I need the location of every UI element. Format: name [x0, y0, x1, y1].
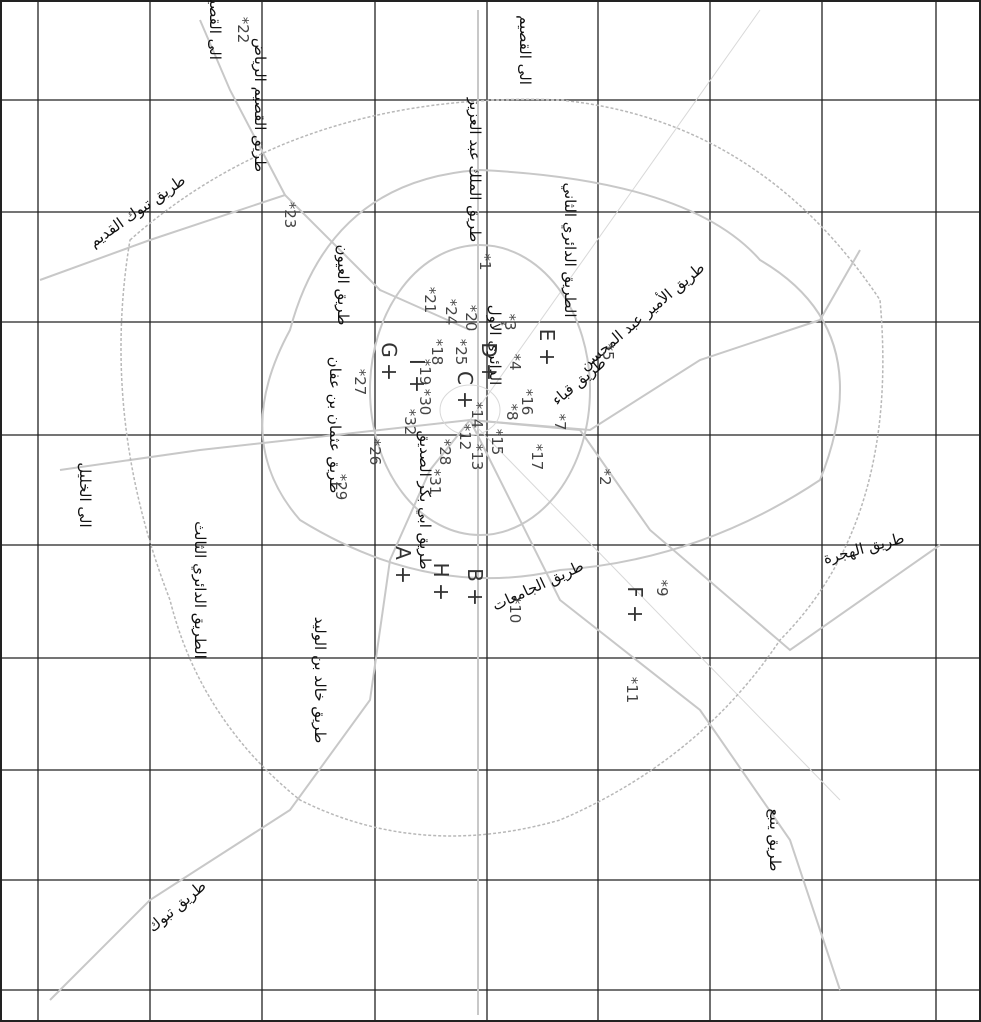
- point-label: *1: [476, 253, 494, 270]
- point-label: *4: [506, 353, 524, 370]
- road-label: طريق ابي بكر الصديق: [415, 430, 434, 569]
- point-label: *27: [351, 369, 369, 396]
- point-label: *3: [501, 313, 519, 330]
- point-label: *17: [528, 444, 546, 471]
- marker-label: I: [405, 359, 429, 365]
- marker-plus: +: [390, 566, 415, 584]
- road-label: طريق العيون: [334, 245, 352, 326]
- point-label: *13: [468, 444, 486, 471]
- road-label: طريق ينبع: [766, 809, 784, 872]
- point-label: *11: [623, 677, 641, 704]
- background: [0, 0, 981, 1022]
- road-label: طريق القصيم الرياض: [251, 38, 269, 172]
- point-label: *23: [281, 202, 299, 229]
- marker-label: C: [453, 371, 477, 385]
- marker-label: G: [377, 342, 401, 358]
- point-label: *5: [599, 343, 617, 360]
- map: الى القصيمطريق القصيم الرياضطريق تبوك ال…: [0, 0, 981, 1022]
- marker-plus: +: [462, 588, 487, 606]
- road-label: الى القصيم: [516, 15, 534, 85]
- road-label: الى القصيم: [206, 0, 224, 60]
- marker-plus: +: [404, 375, 429, 393]
- marker-plus: +: [534, 348, 559, 366]
- point-label: *21: [421, 287, 439, 314]
- marker-plus: +: [452, 391, 477, 409]
- road-label: الطريق الدائري الثاني: [560, 182, 579, 317]
- marker-label: B: [463, 568, 487, 582]
- point-label: *2: [596, 468, 614, 485]
- point-label: *25: [452, 339, 470, 366]
- marker-plus: +: [376, 363, 401, 381]
- point-label: *22: [234, 17, 252, 44]
- point-label: *9: [653, 579, 671, 596]
- marker-plus: +: [476, 363, 501, 381]
- point-label: *24: [442, 299, 460, 326]
- point-label: *28: [436, 439, 454, 466]
- road-label: الطريق الدائري الثالث: [190, 521, 209, 659]
- point-label: *10: [506, 597, 524, 624]
- road-label: الى الخليل: [76, 462, 94, 527]
- point-label: *15: [488, 429, 506, 456]
- marker-label: H: [429, 562, 453, 577]
- marker-label: A: [391, 546, 415, 560]
- point-label: *7: [551, 413, 569, 430]
- point-label: *20: [462, 305, 480, 332]
- point-label: *31: [426, 469, 444, 496]
- point-label: *29: [332, 474, 350, 501]
- marker-plus: +: [428, 583, 453, 601]
- point-label: *32: [401, 409, 419, 436]
- marker-label: F: [623, 586, 647, 598]
- road-label: طريق الملك عبد العزيز: [466, 97, 484, 242]
- point-label: *26: [366, 439, 384, 466]
- marker-label: E: [535, 329, 559, 342]
- point-label: *8: [503, 403, 521, 420]
- marker-label: D: [477, 342, 501, 357]
- marker-plus: +: [622, 605, 647, 623]
- road-label: طريق خالد بن الوليد: [311, 617, 329, 744]
